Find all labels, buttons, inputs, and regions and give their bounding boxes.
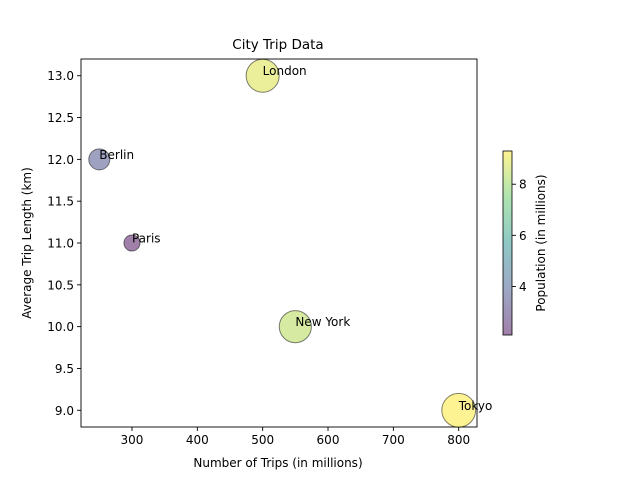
x-tick-label: 600 (317, 433, 340, 447)
x-tick-label: 300 (121, 433, 144, 447)
data-point (123, 234, 141, 252)
y-tick-label: 11.0 (47, 237, 74, 251)
plot-area (80, 58, 478, 428)
points-layer (88, 58, 477, 428)
y-tick-label: 9.5 (55, 362, 74, 376)
y-axis-label: Average Trip Length (km) (20, 167, 34, 319)
colorbar-tick-label: 8 (519, 178, 527, 192)
point-label: London (263, 64, 307, 78)
point-label: Berlin (99, 148, 134, 162)
y-tick-label: 12.5 (47, 111, 74, 125)
x-tick-label: 700 (382, 433, 405, 447)
point-label: Tokyo (458, 399, 493, 413)
x-tick-label: 800 (447, 433, 470, 447)
x-axis-label: Number of Trips (in millions) (193, 456, 362, 470)
data-point (88, 148, 111, 171)
colorbar-tick-label: 4 (519, 280, 527, 294)
colorbar-label: Population (in millions) (534, 174, 548, 311)
chart-title: City Trip Data (232, 37, 323, 53)
y-tick-label: 10.5 (47, 278, 74, 292)
colorbar-tick-label: 6 (519, 229, 527, 243)
x-tick-label: 400 (186, 433, 209, 447)
y-tick-label: 11.5 (47, 195, 74, 209)
x-tick-label: 500 (251, 433, 274, 447)
colorbar (502, 150, 513, 336)
point-label: New York (295, 315, 350, 329)
x-axis: 300 400 500 600 700 800 (121, 427, 470, 447)
y-tick-label: 13.0 (47, 69, 74, 83)
data-point (245, 58, 280, 93)
y-tick-label: 9.0 (55, 404, 74, 418)
y-tick-label: 12.0 (47, 153, 74, 167)
y-axis: 9.0 9.5 10.0 10.5 11.0 11.5 12.0 12.5 13.0 (47, 69, 81, 418)
data-point (278, 310, 312, 344)
colorbar-ticks: 4 6 8 (512, 178, 527, 294)
point-label: Paris (132, 232, 161, 246)
point-labels: New York London Paris Tokyo Berlin (99, 64, 492, 413)
y-tick-label: 10.0 (47, 320, 74, 334)
